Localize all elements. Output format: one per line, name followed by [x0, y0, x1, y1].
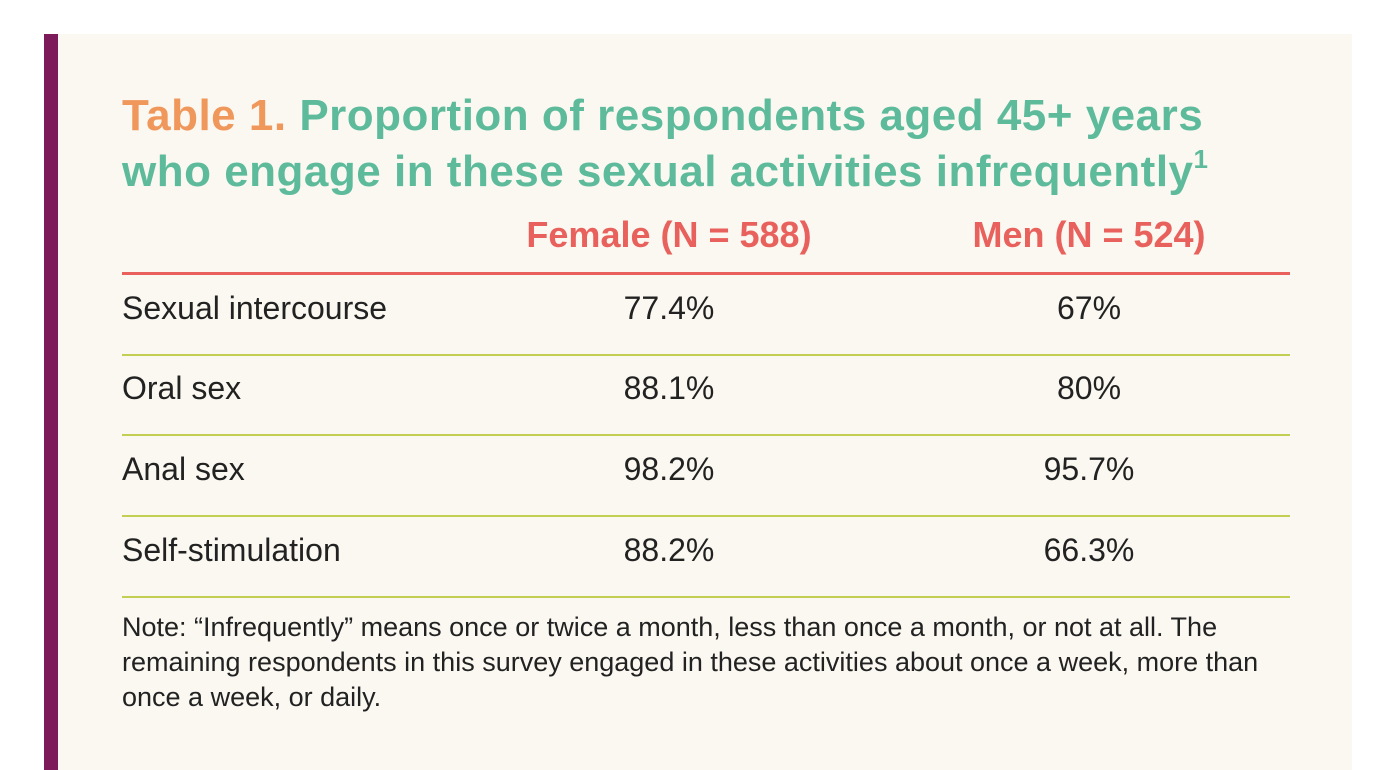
- men-value-cell: 66.3%: [1043, 532, 1135, 568]
- activity-cell: Anal sex: [122, 451, 245, 487]
- activity-cell: Sexual intercourse: [122, 290, 388, 326]
- row-divider: [122, 434, 1290, 436]
- table-title-text: Proportion of respondents aged 45+ years…: [122, 91, 1204, 196]
- activity-cell: Self-stimulation: [122, 532, 341, 568]
- table-row: Self-stimulation 88.2% 66.3%: [122, 518, 1290, 598]
- table-note: Note: “Infrequently” means once or twice…: [122, 612, 1259, 712]
- table-row: Anal sex 98.2% 95.7%: [122, 437, 1290, 517]
- female-value-cell: 98.2%: [623, 451, 715, 487]
- female-value-cell: 88.2%: [623, 532, 715, 568]
- female-value-cell: 88.1%: [623, 370, 715, 406]
- men-value-cell: 80%: [1056, 370, 1122, 406]
- table-row: Oral sex 88.1% 80%: [122, 356, 1290, 436]
- row-divider: [122, 515, 1290, 517]
- row-divider: [122, 354, 1290, 356]
- table-label: Table 1.: [122, 91, 287, 140]
- activity-cell: Oral sex: [122, 370, 242, 406]
- table-row: Sexual intercourse 77.4% 67%: [122, 276, 1290, 356]
- column-header-men: Men (N = 524): [972, 214, 1206, 255]
- column-header-female: Female (N = 588): [526, 214, 812, 255]
- men-value-cell: 95.7%: [1043, 451, 1135, 487]
- table-title: Table 1. Proportion of respondents aged …: [122, 88, 1302, 200]
- accent-bar: [44, 34, 58, 770]
- footnote-marker: 1: [1193, 144, 1209, 174]
- row-divider: [122, 596, 1290, 598]
- header-rule: [122, 272, 1290, 275]
- female-value-cell: 77.4%: [623, 290, 715, 326]
- table-panel: Table 1. Proportion of respondents aged …: [44, 34, 1352, 770]
- men-value-cell: 67%: [1056, 290, 1122, 326]
